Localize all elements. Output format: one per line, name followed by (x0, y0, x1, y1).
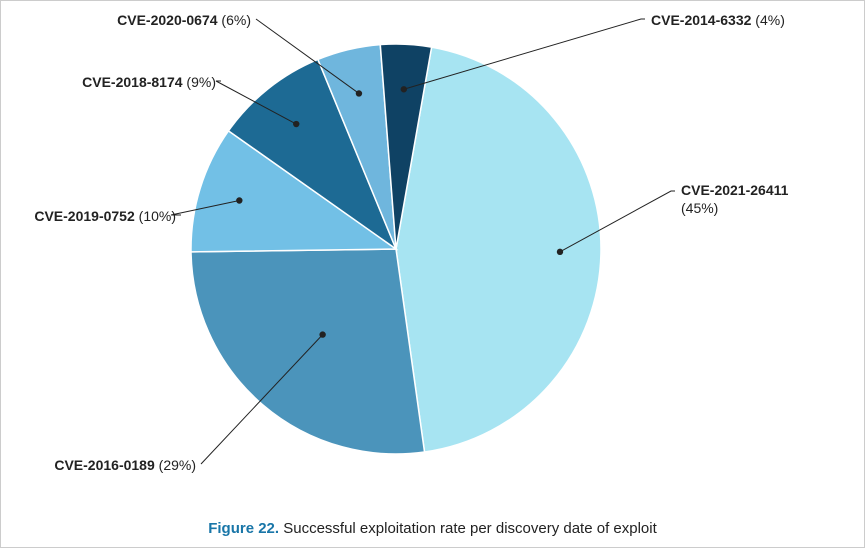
pie-slice (191, 249, 425, 454)
slice-label: CVE-2019-0752 (10%) (11, 207, 176, 225)
leader-dot (401, 86, 407, 92)
slice-label-cve: CVE-2020-0674 (117, 12, 217, 28)
slice-label: CVE-2018-8174 (9%) (51, 73, 216, 91)
slice-label-cve: CVE-2021-26411 (681, 182, 788, 198)
slice-label-cve: CVE-2016-0189 (54, 457, 154, 473)
leader-dot (557, 249, 563, 255)
slice-label-pct: (29%) (155, 457, 196, 473)
slice-label-cve: CVE-2019-0752 (34, 208, 134, 224)
pie-slice (396, 47, 601, 452)
slice-label: CVE-2020-0674 (6%) (86, 11, 251, 29)
leader-dot (356, 90, 362, 96)
leader-dot (319, 331, 325, 337)
slice-label-cve: CVE-2018-8174 (82, 74, 182, 90)
leader-dot (236, 197, 242, 203)
slice-label: CVE-2016-0189 (29%) (31, 456, 196, 474)
figure-container: CVE-2021-26411 (45%)CVE-2016-0189 (29%)C… (0, 0, 865, 548)
slice-label-pct: (9%) (183, 74, 216, 90)
slice-label: CVE-2014-6332 (4%) (651, 11, 785, 29)
pie-chart: CVE-2021-26411 (45%)CVE-2016-0189 (29%)C… (1, 1, 865, 511)
slice-label-pct: (45%) (681, 200, 718, 216)
slice-label: CVE-2021-26411 (45%) (681, 181, 788, 217)
slice-label-cve: CVE-2014-6332 (651, 12, 751, 28)
figure-text: Successful exploitation rate per discove… (283, 520, 657, 537)
leader-dot (293, 121, 299, 127)
slice-label-pct: (10%) (135, 208, 176, 224)
figure-number: Figure 22. (208, 520, 279, 537)
slice-label-pct: (6%) (218, 12, 251, 28)
slice-label-pct: (4%) (751, 12, 784, 28)
figure-caption: Figure 22. Successful exploitation rate … (1, 520, 864, 537)
